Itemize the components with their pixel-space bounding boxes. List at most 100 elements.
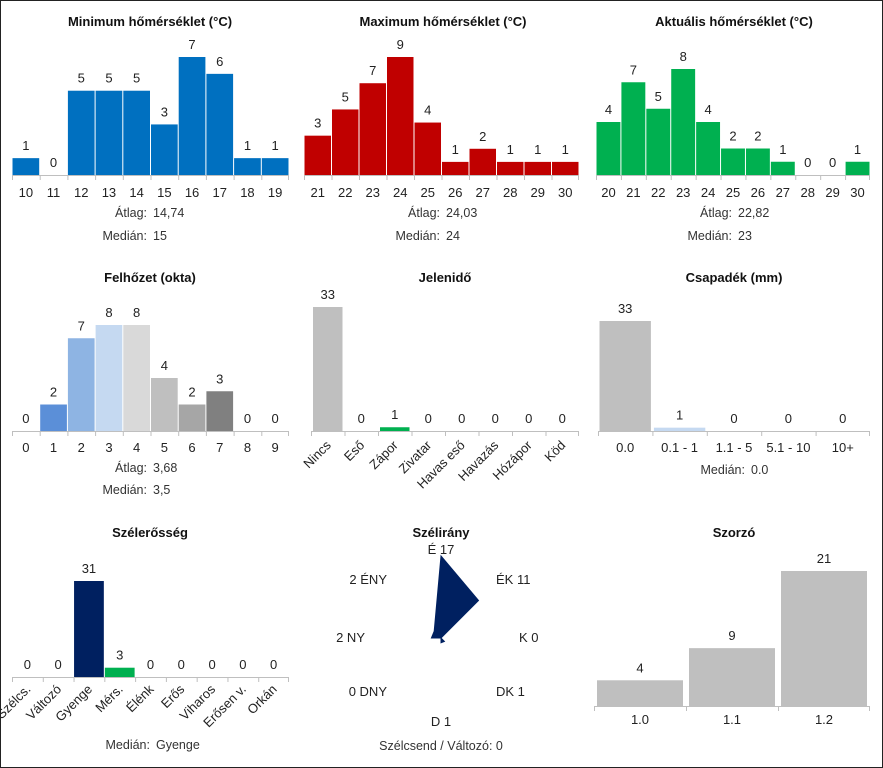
bar [646, 108, 671, 175]
x-tick-label: 6 [188, 440, 195, 455]
data-label: 0 [55, 657, 62, 672]
bar [781, 571, 867, 706]
data-label: 4 [605, 102, 612, 117]
bar [671, 69, 696, 175]
x-tick-label: 26 [751, 185, 765, 200]
x-tick-label: Mérs. [92, 682, 126, 716]
x-tick-label: 0 [22, 440, 29, 455]
data-label: 2 [729, 129, 736, 144]
data-label: 5 [342, 89, 349, 104]
x-tick-label: 20 [601, 185, 615, 200]
data-label: 0 [24, 657, 31, 672]
direction-label: K 0 [519, 630, 539, 645]
data-label: 0 [730, 411, 737, 426]
data-label: 5 [655, 89, 662, 104]
stat-value: 24,03 [446, 206, 477, 220]
chart-min: Minimum hőmérséklet (°C)1100115125135143… [12, 14, 289, 243]
data-label: 1 [244, 138, 251, 153]
x-tick-label: 21 [311, 185, 325, 200]
data-label: 7 [369, 63, 376, 78]
x-tick-label: 23 [676, 185, 690, 200]
x-tick-label: 1.2 [815, 712, 833, 727]
chart-title: Felhőzet (okta) [104, 270, 196, 285]
bar [40, 404, 67, 431]
bar [696, 122, 721, 175]
bar [151, 378, 178, 431]
x-tick-label: 2 [78, 440, 85, 455]
direction-label: D 1 [431, 714, 451, 729]
direction-label: 0 DNY [349, 684, 388, 699]
bar [596, 122, 621, 175]
bar [67, 338, 95, 431]
x-tick-label: 23 [366, 185, 380, 200]
bar [95, 90, 123, 175]
bar [414, 122, 441, 175]
bar [721, 148, 745, 175]
data-label: 5 [133, 71, 140, 86]
x-tick-label: 10 [19, 185, 33, 200]
x-tick-label: 27 [476, 185, 490, 200]
data-label: 0 [458, 411, 465, 426]
x-tick-label: 4 [133, 440, 140, 455]
x-tick-label: 24 [701, 185, 715, 200]
x-tick-label: 26 [448, 185, 462, 200]
data-label: 33 [321, 287, 335, 302]
chart-mult: Szorzó 4 1.0 9 1.1 21 1.2 [594, 525, 870, 727]
x-tick-label: 1.0 [631, 712, 649, 727]
chart-title: Jelenidő [419, 270, 472, 285]
x-tick-label: 24 [393, 185, 407, 200]
bar [104, 667, 135, 677]
data-label: 0 [785, 411, 792, 426]
data-label: 1 [22, 138, 29, 153]
x-tick-label: 10+ [832, 440, 854, 455]
bar [313, 307, 343, 431]
x-tick-label: 7 [216, 440, 223, 455]
data-label: 1 [507, 142, 514, 157]
bar [12, 158, 40, 175]
wind-direction-area [430, 554, 480, 644]
stat-label: Átlag: [115, 460, 147, 475]
stat-label: Medián: [103, 229, 147, 243]
stat-label: Átlag: [700, 205, 732, 220]
direction-label: 2 ÉNY [349, 572, 387, 587]
x-tick-label: 25 [726, 185, 740, 200]
bar [599, 321, 651, 431]
data-label: 7 [630, 62, 637, 77]
bar [261, 158, 289, 175]
data-label: 9 [397, 37, 404, 52]
data-label: 2 [188, 385, 195, 400]
stat-label: Medián: [701, 463, 745, 477]
data-label: 8 [133, 305, 140, 320]
bar [304, 135, 331, 175]
stat-label: Átlag: [408, 205, 440, 220]
bar [621, 82, 646, 175]
data-label: 31 [82, 561, 96, 576]
data-label: 0 [178, 657, 185, 672]
x-tick-label: 22 [651, 185, 665, 200]
data-label: 7 [188, 37, 195, 52]
data-label: 0 [358, 411, 365, 426]
chart-title: Minimum hőmérséklet (°C) [68, 14, 232, 29]
x-tick-label: 3 [105, 440, 112, 455]
x-tick-label: 18 [240, 185, 254, 200]
data-label: 3 [161, 104, 168, 119]
bar [689, 648, 775, 706]
chart-dir: Szélirány É 17 ÉK 11 K 0 DK 1 D 1 0 DNY 2 NY 2 É… [336, 525, 538, 753]
chart-title: Aktuális hőmérséklet (°C) [655, 14, 813, 29]
stat-label: Medián: [396, 229, 440, 243]
bar [380, 427, 410, 431]
chart-title: Csapadék (mm) [686, 270, 783, 285]
data-label: 0 [272, 411, 279, 426]
stat-value: 3,5 [153, 483, 170, 497]
bar [95, 325, 123, 431]
x-tick-label: 15 [157, 185, 171, 200]
direction-label: É 17 [428, 542, 455, 557]
x-tick-label: 29 [825, 185, 839, 200]
x-tick-label: 0.0 [616, 440, 634, 455]
data-label: 1 [534, 142, 541, 157]
chart-cloud: Felhőzet (okta) 0 0 2 1 7 2 8 3 8 4 4 5 2 6 3 7 0 8 0 9 Átlag… [12, 270, 289, 497]
data-label: 4 [704, 102, 711, 117]
bar [845, 161, 870, 175]
x-tick-label: Élénk [123, 681, 157, 715]
x-tick-label: 11 [47, 185, 61, 200]
